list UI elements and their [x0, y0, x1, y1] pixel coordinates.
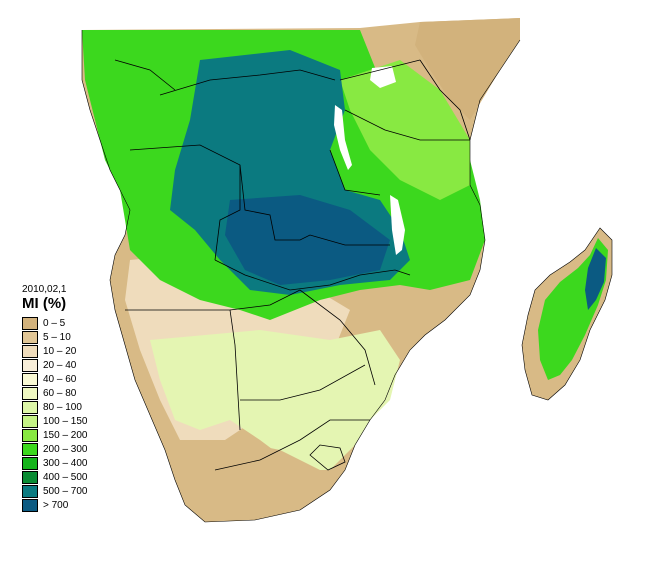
legend-label: 150 – 200: [43, 429, 88, 441]
legend-swatch: [22, 414, 38, 428]
legend-entry: 20 – 40: [22, 358, 142, 372]
legend-label: > 700: [43, 499, 69, 511]
legend-label: 5 – 10: [43, 331, 71, 343]
horn-arid-zone: [415, 18, 520, 120]
legend-label: 0 – 5: [43, 317, 66, 329]
legend-label: 200 – 300: [43, 443, 88, 455]
legend-date: 2010,02,1: [22, 284, 67, 295]
legend-label: 40 – 60: [43, 373, 77, 385]
legend-title: MI (%): [22, 295, 67, 312]
kalahari-arid-zone: [175, 440, 330, 522]
legend-entries: 0 – 5 5 – 10 10 – 20 20 – 40 40 – 60 60 – 80 8…: [22, 316, 142, 512]
legend-entry: 400 – 500: [22, 470, 142, 484]
legend-entry: 80 – 100: [22, 400, 142, 414]
legend-entry: 150 – 200: [22, 428, 142, 442]
legend-swatch: [22, 316, 38, 330]
legend-label: 100 – 150: [43, 415, 88, 427]
lake-tanganyika: [334, 105, 352, 170]
legend-entry: 60 – 80: [22, 386, 142, 400]
madagascar-very-wet-zone: [585, 248, 606, 310]
legend-swatch: [22, 428, 38, 442]
coastline: [81, 30, 521, 523]
legend-entry: 200 – 300: [22, 442, 142, 456]
legend-label: 80 – 100: [43, 401, 82, 413]
legend-entry: > 700: [22, 498, 142, 512]
legend-label: 400 – 500: [43, 471, 88, 483]
legend-entry: 5 – 10: [22, 330, 142, 344]
legend-swatch: [22, 386, 38, 400]
country-borders: [114, 59, 471, 471]
legend-label: 10 – 20: [43, 345, 77, 357]
lake-victoria: [370, 66, 396, 88]
legend-label: 300 – 400: [43, 457, 88, 469]
legend-swatch: [22, 372, 38, 386]
east-highland-zone: [340, 60, 470, 200]
legend-swatch: [22, 344, 38, 358]
legend-entry: 0 – 5: [22, 316, 142, 330]
legend-swatch: [22, 456, 38, 470]
legend-swatch: [22, 470, 38, 484]
legend-swatch: [22, 442, 38, 456]
legend-entry: 10 – 20: [22, 344, 142, 358]
legend-label: 500 – 700: [43, 485, 88, 497]
legend-swatch: [22, 400, 38, 414]
lake-malawi: [390, 195, 405, 255]
legend-entry: 300 – 400: [22, 456, 142, 470]
legend-swatch: [22, 358, 38, 372]
legend-label: 60 – 80: [43, 387, 77, 399]
legend-swatch: [22, 330, 38, 344]
legend-entry: 100 – 150: [22, 414, 142, 428]
legend-entry: 500 – 700: [22, 484, 142, 498]
legend-label: 20 – 40: [43, 359, 77, 371]
extreme-wet-core: [225, 195, 390, 285]
legend-swatch: [22, 484, 38, 498]
legend-entry: 40 – 60: [22, 372, 142, 386]
legend-swatch: [22, 498, 38, 512]
map-legend: 2010,02,1 MI (%) 0 – 5 5 – 10 10 – 20 20 – …: [22, 284, 142, 512]
